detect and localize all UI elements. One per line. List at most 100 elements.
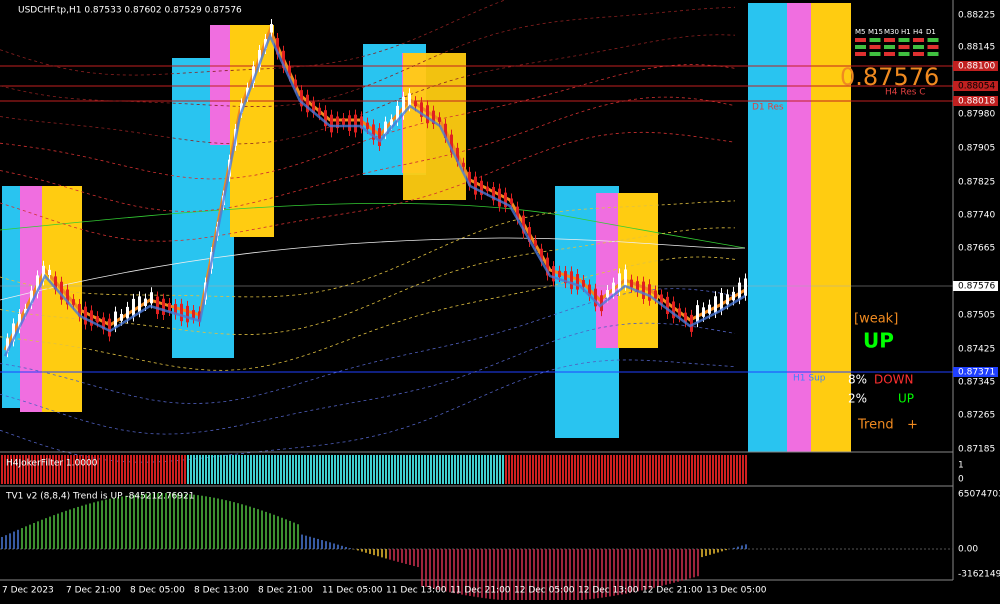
candle: [480, 180, 483, 195]
filter-bar: [385, 455, 387, 484]
filter-bar: [451, 455, 453, 484]
filter-bar: [634, 455, 636, 484]
filter-bar: [427, 455, 429, 484]
filter-bar: [709, 455, 711, 484]
price-tag: [953, 281, 998, 291]
filter-bar: [331, 455, 333, 484]
filter-bar: [262, 455, 264, 484]
candle: [366, 122, 369, 129]
filter-bar: [76, 455, 78, 484]
filter-bar: [127, 455, 129, 484]
filter-bar: [577, 455, 579, 484]
candle: [126, 306, 129, 319]
filter-bar: [433, 455, 435, 484]
filter-bar: [718, 455, 720, 484]
filter-bar: [34, 455, 36, 484]
filter-bar: [178, 455, 180, 484]
price-label: 0.87265: [958, 411, 995, 421]
candle: [252, 66, 255, 84]
filter-bar: [58, 455, 60, 484]
candle: [624, 269, 627, 286]
filter-bar: [394, 455, 396, 484]
price-label: 0.87740: [958, 211, 995, 221]
zone: [596, 193, 618, 348]
filter-bar: [721, 455, 723, 484]
filter-bar: [133, 455, 135, 484]
filter-bar: [529, 455, 531, 484]
candle: [294, 79, 297, 88]
filter-bar: [190, 455, 192, 484]
filter-bar: [553, 455, 555, 484]
filter-bar: [571, 455, 573, 484]
candle: [6, 338, 9, 353]
filter-bar: [400, 455, 402, 484]
filter-bar: [226, 455, 228, 484]
price-label: 0.87371: [958, 368, 995, 378]
candle: [558, 270, 561, 278]
candle: [240, 103, 243, 113]
candle: [678, 308, 681, 318]
price-line: [3, 26, 746, 351]
filter-bar: [52, 455, 54, 484]
filter-bar: [652, 455, 654, 484]
filter-bar: [94, 455, 96, 484]
filter-bar: [457, 455, 459, 484]
price-label: 0.88054: [958, 82, 995, 92]
candle: [84, 306, 87, 325]
filter-bar: [196, 455, 198, 484]
filter-bar: [412, 455, 414, 484]
price-label: 0.87825: [958, 178, 995, 188]
candle: [384, 121, 387, 135]
filter-bar: [292, 455, 294, 484]
tf-cell: [855, 52, 866, 56]
filter-bar: [145, 455, 147, 484]
filter-bar: [580, 455, 582, 484]
candle: [66, 289, 69, 305]
filter-bar: [661, 455, 663, 484]
tf-cell: [884, 52, 895, 56]
candle: [198, 311, 201, 322]
filter-bar: [148, 455, 150, 484]
filter-bar: [7, 455, 9, 484]
timeframe: M5: [855, 28, 866, 36]
time-label: 11 Dec 21:00: [450, 586, 511, 596]
filter-bar: [106, 455, 108, 484]
candle: [636, 281, 639, 292]
pct: 2%: [848, 392, 867, 406]
zone: [748, 3, 787, 452]
filter-bar: [466, 455, 468, 484]
filter-bar: [643, 455, 645, 484]
tf-cell: [898, 45, 910, 49]
level-label: H4 Res C: [885, 88, 926, 98]
filter-bar: [277, 455, 279, 484]
filter-bar: [169, 455, 171, 484]
tf-cell: [898, 38, 910, 42]
filter-bar: [637, 455, 639, 484]
filter-bar: [415, 455, 417, 484]
filter-bar: [166, 455, 168, 484]
filter-bar: [508, 455, 510, 484]
candle: [354, 114, 357, 133]
filter-bar: [565, 455, 567, 484]
candle: [282, 50, 285, 69]
filter-bar: [181, 455, 183, 484]
filter-bar: [550, 455, 552, 484]
filter-bar: [139, 455, 141, 484]
filter-bar: [151, 455, 153, 484]
filter-bar: [562, 455, 564, 484]
filter-bar: [16, 455, 18, 484]
filter-bar: [556, 455, 558, 484]
filter-bar: [523, 455, 525, 484]
filter-bar: [154, 455, 156, 484]
filter-bar: [421, 455, 423, 484]
filter-bar: [547, 455, 549, 484]
zone: [811, 3, 851, 452]
band: [0, 227, 736, 336]
filter-bar: [100, 455, 102, 484]
time-label: 12 Dec 05:00: [514, 586, 575, 596]
trend: Trend: [857, 418, 894, 433]
direction: DOWN: [874, 373, 914, 387]
filter-bar: [583, 455, 585, 484]
filter-bar: [538, 455, 540, 484]
